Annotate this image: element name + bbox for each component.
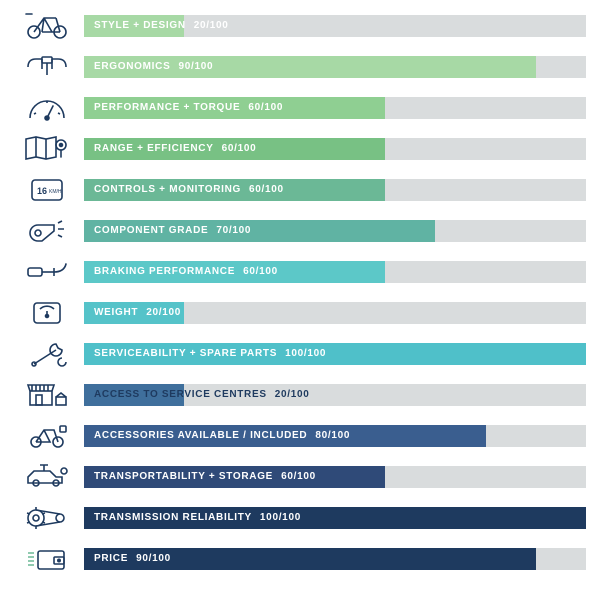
rating-row: WEIGHT 20/100 [10, 297, 586, 328]
bar-score: 60/100 [249, 184, 284, 195]
bar-label: ACCESS TO SERVICE CENTRES 20/100 [84, 384, 310, 406]
bar-label-text: PERFORMANCE + TORQUE [94, 102, 240, 113]
bar-score: 20/100 [146, 307, 181, 318]
rating-bar: ERGONOMICS 90/100 [84, 56, 586, 78]
rating-row: TRANSPORTABILITY + STORAGE 60/100 [10, 461, 586, 492]
rating-bar: WEIGHT 20/100 [84, 302, 586, 324]
speedometer-icon [10, 92, 84, 123]
bar-label-text: ERGONOMICS [94, 61, 170, 72]
shop-icon [10, 379, 84, 410]
rating-bar: TRANSPORTABILITY + STORAGE 60/100 [84, 466, 586, 488]
bar-score: 100/100 [260, 512, 301, 523]
map-pin-icon [10, 133, 84, 164]
rating-bar: PRICE 90/100 [84, 548, 586, 570]
rating-bar: PERFORMANCE + TORQUE 60/100 [84, 97, 586, 119]
rating-row: TRANSMISSION RELIABILITY 100/100 [10, 502, 586, 533]
bar-label-text: WEIGHT [94, 307, 138, 318]
rating-row: ERGONOMICS 90/100 [10, 51, 586, 82]
bar-label-text: COMPONENT GRADE [94, 225, 208, 236]
whistle-icon [10, 215, 84, 246]
bar-label: PERFORMANCE + TORQUE 60/100 [84, 97, 283, 119]
bar-label: BRAKING PERFORMANCE 60/100 [84, 261, 278, 283]
bar-score: 60/100 [248, 102, 283, 113]
bar-label-text: BRAKING PERFORMANCE [94, 266, 235, 277]
bar-label: TRANSPORTABILITY + STORAGE 60/100 [84, 466, 316, 488]
rating-row: STYLE + DESIGN 20/100 [10, 10, 586, 41]
bar-score: 80/100 [315, 430, 350, 441]
bar-score: 20/100 [275, 389, 310, 400]
bar-label: SERVICEABILITY + SPARE PARTS 100/100 [84, 343, 326, 365]
bar-label-text: CONTROLS + MONITORING [94, 184, 241, 195]
rating-bar: ACCESS TO SERVICE CENTRES 20/100 [84, 384, 586, 406]
rating-bar: ACCESSORIES AVAILABLE / INCLUDED 80/100 [84, 425, 586, 447]
bar-score: 90/100 [136, 553, 171, 564]
rating-bar: STYLE + DESIGN 20/100 [84, 15, 586, 37]
rating-bar: COMPONENT GRADE 70/100 [84, 220, 586, 242]
rating-bar-chart: STYLE + DESIGN 20/100 ERGONOMICS 90/100 PERF… [10, 10, 586, 574]
bar-label: WEIGHT 20/100 [84, 302, 181, 324]
bar-label-text: PRICE [94, 553, 128, 564]
rating-row: PERFORMANCE + TORQUE 60/100 [10, 92, 586, 123]
rating-row: PRICE 90/100 [10, 543, 586, 574]
handlebars-icon [10, 51, 84, 82]
bike-frame-icon [10, 10, 84, 41]
rating-bar: BRAKING PERFORMANCE 60/100 [84, 261, 586, 283]
rating-row: RANGE + EFFICIENCY 60/100 [10, 133, 586, 164]
bar-label-text: RANGE + EFFICIENCY [94, 143, 214, 154]
rating-bar: RANGE + EFFICIENCY 60/100 [84, 138, 586, 160]
bar-score: 60/100 [243, 266, 278, 277]
car-rack-icon [10, 461, 84, 492]
bar-label-text: TRANSMISSION RELIABILITY [94, 512, 252, 523]
bar-score: 20/100 [194, 20, 229, 31]
bar-label: PRICE 90/100 [84, 548, 171, 570]
display-kmh-icon: 16KM/H [10, 174, 84, 205]
rating-row: COMPONENT GRADE 70/100 [10, 215, 586, 246]
rating-bar: TRANSMISSION RELIABILITY 100/100 [84, 507, 586, 529]
svg-text:KM/H: KM/H [49, 189, 62, 195]
bar-label: COMPONENT GRADE 70/100 [84, 220, 251, 242]
rating-row: ACCESSORIES AVAILABLE / INCLUDED 80/100 [10, 420, 586, 451]
wrench-icon [10, 338, 84, 369]
bar-score: 70/100 [216, 225, 251, 236]
svg-text:16: 16 [37, 186, 47, 196]
bar-label: STYLE + DESIGN 20/100 [84, 15, 229, 37]
wallet-icon [10, 543, 84, 574]
chain-icon [10, 502, 84, 533]
bar-score: 100/100 [285, 348, 326, 359]
rating-row: SERVICEABILITY + SPARE PARTS 100/100 [10, 338, 586, 369]
bar-score: 60/100 [222, 143, 257, 154]
bar-score: 90/100 [178, 61, 213, 72]
bar-label: ERGONOMICS 90/100 [84, 56, 213, 78]
bike-accs-icon [10, 420, 84, 451]
bar-label: CONTROLS + MONITORING 60/100 [84, 179, 284, 201]
bar-label-text: SERVICEABILITY + SPARE PARTS [94, 348, 277, 359]
bar-label: TRANSMISSION RELIABILITY 100/100 [84, 507, 301, 529]
bar-label-text: ACCESSORIES AVAILABLE / INCLUDED [94, 430, 307, 441]
rating-bar: CONTROLS + MONITORING 60/100 [84, 179, 586, 201]
bar-label-text: TRANSPORTABILITY + STORAGE [94, 471, 273, 482]
bar-label: RANGE + EFFICIENCY 60/100 [84, 138, 256, 160]
rating-row: BRAKING PERFORMANCE 60/100 [10, 256, 586, 287]
rating-row: 16KM/H CONTROLS + MONITORING 60/100 [10, 174, 586, 205]
rating-bar: SERVICEABILITY + SPARE PARTS 100/100 [84, 343, 586, 365]
scale-icon [10, 297, 84, 328]
bar-label-text: ACCESS TO SERVICE CENTRES [94, 389, 267, 400]
brake-lever-icon [10, 256, 84, 287]
bar-label-text: STYLE + DESIGN [94, 20, 186, 31]
bar-label: ACCESSORIES AVAILABLE / INCLUDED 80/100 [84, 425, 350, 447]
rating-row: ACCESS TO SERVICE CENTRES 20/100 [10, 379, 586, 410]
bar-score: 60/100 [281, 471, 316, 482]
